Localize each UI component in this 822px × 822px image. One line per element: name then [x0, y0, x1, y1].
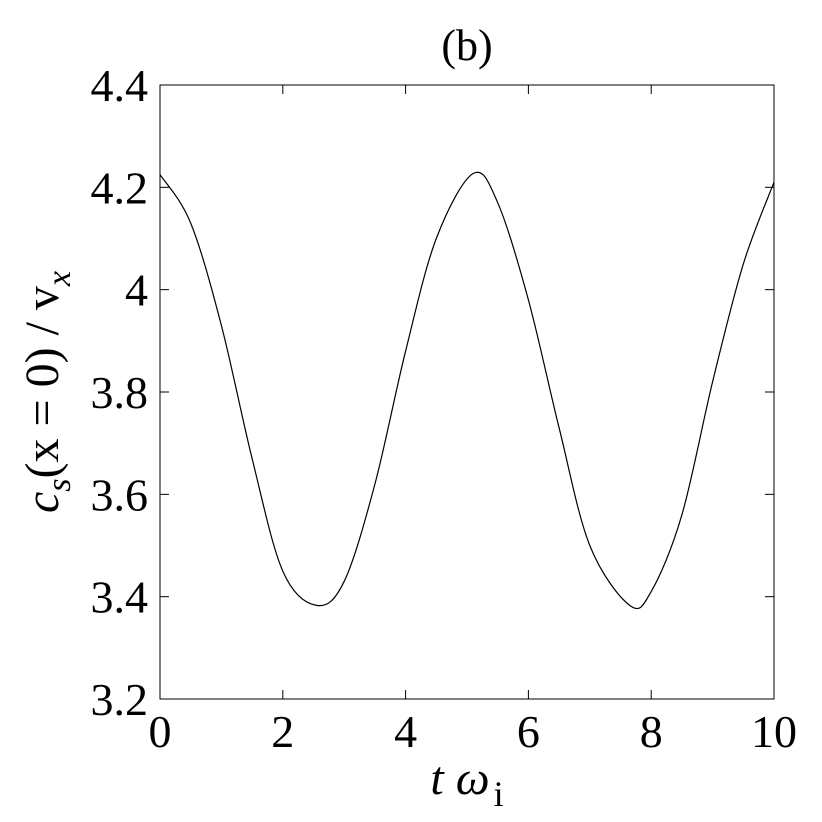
y-tick-label: 3.2 [91, 674, 149, 725]
x-tick-label: 0 [149, 706, 172, 757]
y-tick-label: 4.2 [91, 162, 149, 213]
y-tick-label: 3.4 [91, 572, 149, 623]
x-tick-label: 6 [517, 706, 540, 757]
y-axis-label-main: c [16, 492, 69, 513]
y-tick-label: 4.4 [91, 60, 149, 111]
chart-title: (b) [441, 21, 492, 70]
x-tick-labels: 0 2 4 6 8 10 [149, 706, 798, 757]
x-axis-label-subscript: i [494, 774, 504, 814]
y-tick-label: 3.6 [91, 469, 149, 520]
y-tick-labels: 3.2 3.4 3.6 3.8 4 4.2 4.4 [91, 60, 149, 725]
series-line [159, 171, 775, 610]
x-tick-label: 2 [271, 706, 294, 757]
x-tick-label: 10 [751, 706, 797, 757]
x-axis-label-main: t ω [430, 752, 489, 805]
y-axis-label: cs(x = 0) / vx [16, 271, 78, 513]
tick-marks [159, 84, 775, 700]
plot-frame [159, 84, 775, 700]
y-axis-label-rest: (x = 0) / v [16, 286, 69, 478]
y-tick-label: 3.8 [91, 367, 149, 418]
y-axis-label-subscript: s [41, 478, 78, 491]
x-tick-label: 8 [640, 706, 663, 757]
y-tick-label: 4 [125, 265, 148, 316]
x-tick-label: 4 [394, 706, 417, 757]
y-axis-label-subscript2: x [41, 271, 78, 287]
